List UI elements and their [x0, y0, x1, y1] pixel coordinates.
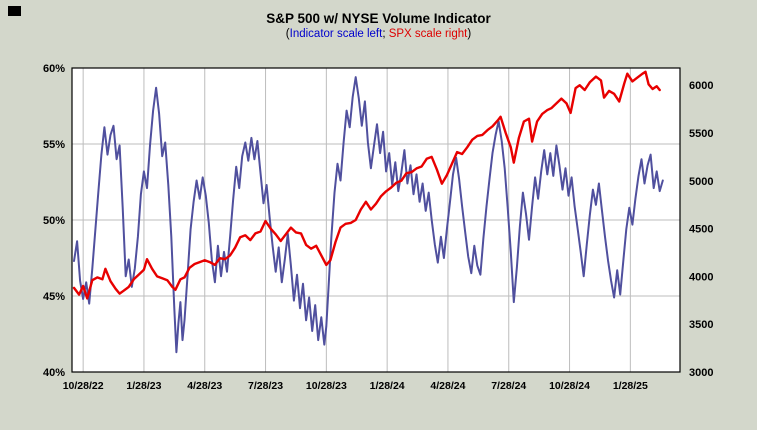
- series-line-nyse-volume-indicator: [73, 76, 664, 354]
- series-line-spx: [72, 70, 661, 300]
- x-axis-tick-label: 1/28/23: [126, 380, 161, 392]
- left-axis-tick-label: 50%: [43, 215, 65, 227]
- chart-title: S&P 500 w/ NYSE Volume Indicator: [266, 11, 491, 26]
- left-axis-tick-label: 45%: [43, 291, 65, 303]
- left-axis-tick-label: 40%: [43, 367, 65, 379]
- x-axis-tick-label: 10/28/22: [63, 380, 104, 392]
- right-axis-tick-label: 4500: [689, 224, 713, 236]
- left-axis-tick-label: 55%: [43, 139, 65, 151]
- x-axis-tick-label: 1/28/24: [370, 380, 405, 392]
- chart-subtitle: (Indicator scale left; SPX scale right): [0, 28, 757, 40]
- right-axis-tick-label: 3000: [689, 367, 713, 379]
- right-axis-tick-label: 5000: [689, 176, 713, 188]
- x-axis-tick-label: 10/28/23: [306, 380, 347, 392]
- subtitle-right-scale-label: SPX scale right: [388, 28, 468, 40]
- subtitle-close-paren: ): [467, 28, 472, 40]
- x-axis-tick-label: 1/28/25: [613, 380, 648, 392]
- subtitle-left-scale-label: Indicator scale left: [289, 28, 383, 40]
- plot-border: [71, 67, 681, 373]
- subtitle-open-paren: (: [285, 28, 290, 40]
- x-axis-tick-label: 7/28/23: [248, 380, 283, 392]
- x-axis-tick-label: 10/28/24: [549, 380, 590, 392]
- corner-mark: [8, 6, 21, 16]
- right-axis-tick-label: 6000: [689, 80, 713, 92]
- right-axis-tick-label: 5500: [689, 128, 713, 140]
- x-axis-tick-label: 4/28/24: [430, 380, 465, 392]
- left-axis-tick-label: 60%: [43, 63, 65, 75]
- subtitle-separator: ;: [382, 28, 389, 40]
- x-axis-tick-label: 7/28/24: [491, 380, 526, 392]
- x-axis-tick-label: 4/28/23: [187, 380, 222, 392]
- right-axis-tick-label: 4000: [689, 271, 713, 283]
- right-axis-tick-label: 3500: [689, 319, 713, 331]
